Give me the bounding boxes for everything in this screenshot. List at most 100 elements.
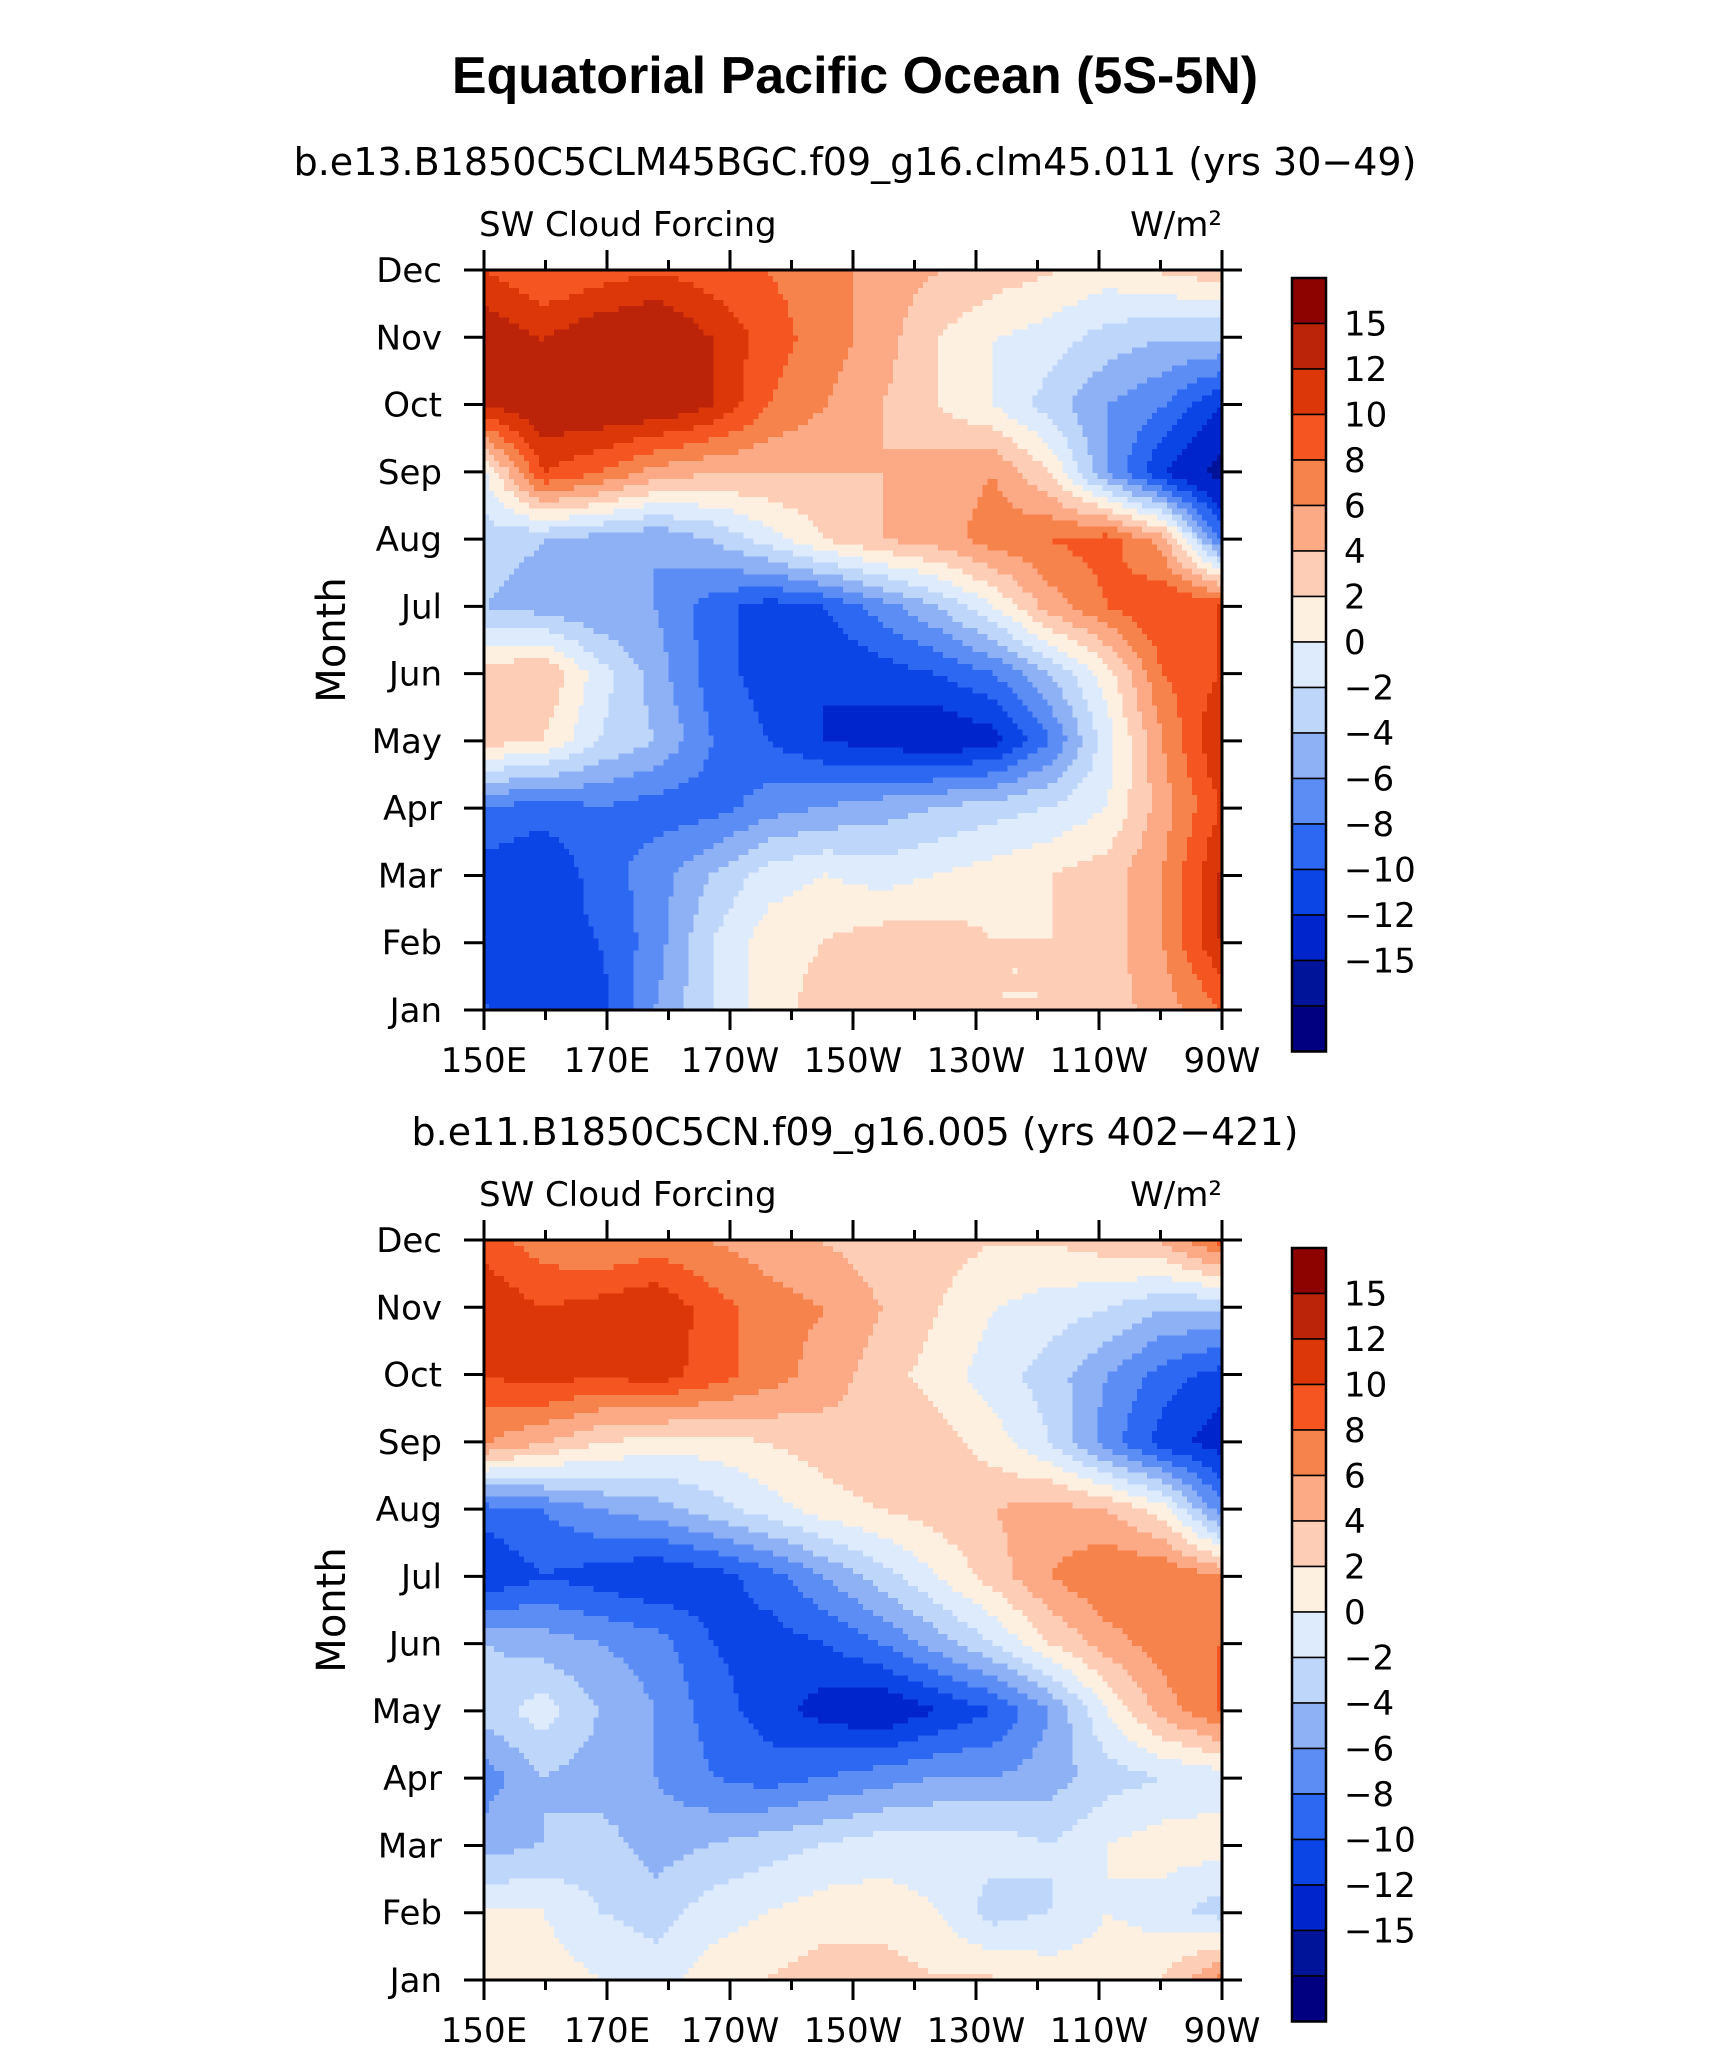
heatmap-cell bbox=[1027, 377, 1034, 384]
heatmap-cell bbox=[853, 299, 859, 307]
heatmap-cell bbox=[932, 431, 939, 438]
heatmap-cell bbox=[668, 401, 675, 408]
heatmap-cell bbox=[853, 401, 859, 408]
heatmap-cell bbox=[937, 353, 944, 361]
heatmap-cell bbox=[877, 466, 884, 474]
heatmap-cell bbox=[1012, 270, 1019, 277]
heatmap-cell bbox=[518, 437, 525, 444]
heatmap-cell bbox=[922, 383, 929, 390]
heatmap-cell bbox=[887, 305, 894, 313]
heatmap-cell bbox=[947, 329, 954, 337]
heatmap-cell bbox=[648, 353, 655, 361]
heatmap-cell bbox=[1037, 407, 1044, 414]
heatmap-cell bbox=[658, 311, 665, 319]
heatmap-cell bbox=[1107, 455, 1113, 462]
heatmap-cell bbox=[603, 347, 610, 355]
heatmap-cell bbox=[1012, 449, 1019, 456]
heatmap-cell bbox=[1212, 425, 1218, 432]
heatmap-cell bbox=[892, 275, 899, 283]
heatmap-cell bbox=[518, 347, 525, 355]
heatmap-cell bbox=[668, 365, 675, 373]
heatmap-cell bbox=[897, 401, 904, 408]
heatmap-cell bbox=[503, 407, 510, 414]
heatmap-cell bbox=[573, 383, 580, 390]
heatmap-cell bbox=[578, 323, 585, 331]
heatmap-cell bbox=[548, 371, 555, 379]
heatmap-cell bbox=[892, 383, 899, 390]
heatmap-cell bbox=[718, 281, 724, 289]
heatmap-cell bbox=[678, 407, 685, 414]
heatmap-cell bbox=[1062, 353, 1069, 361]
heatmap-cell bbox=[693, 281, 700, 289]
heatmap-cell bbox=[803, 311, 809, 319]
heatmap-cell bbox=[843, 323, 849, 331]
heatmap-cell bbox=[1067, 371, 1074, 379]
heatmap-cell bbox=[922, 407, 929, 414]
heatmap-cell bbox=[498, 466, 505, 474]
heatmap-cell bbox=[638, 293, 645, 301]
heatmap-cell bbox=[1087, 401, 1093, 408]
heatmap-cell bbox=[668, 395, 675, 402]
heatmap-cell bbox=[638, 389, 645, 396]
heatmap-cell bbox=[758, 347, 764, 355]
heatmap-cell bbox=[897, 305, 904, 313]
heatmap-cell bbox=[1102, 365, 1108, 373]
heatmap-cell bbox=[548, 359, 555, 367]
heatmap-cell bbox=[987, 389, 994, 396]
heatmap-cell bbox=[488, 305, 495, 313]
heatmap-cell bbox=[518, 365, 525, 373]
heatmap-cell bbox=[877, 299, 884, 307]
heatmap-cell bbox=[648, 437, 655, 444]
heatmap-cell bbox=[1067, 323, 1074, 331]
heatmap-cell bbox=[793, 419, 799, 426]
heatmap-cell bbox=[1022, 419, 1029, 426]
heatmap-cell bbox=[1012, 329, 1019, 337]
heatmap-cell bbox=[548, 401, 555, 408]
heatmap-cell bbox=[748, 353, 754, 361]
heatmap-cell bbox=[708, 401, 714, 408]
heatmap-cell bbox=[523, 275, 530, 283]
heatmap-cell bbox=[648, 395, 655, 402]
heatmap-cell bbox=[733, 455, 739, 462]
heatmap-cell bbox=[698, 407, 705, 414]
heatmap-cell bbox=[603, 425, 610, 432]
heatmap-cell bbox=[573, 305, 580, 313]
heatmap-cell bbox=[588, 395, 595, 402]
heatmap-cell bbox=[633, 365, 640, 373]
heatmap-cell bbox=[1212, 419, 1218, 426]
heatmap-cell bbox=[942, 425, 949, 432]
heatmap-cell bbox=[1212, 460, 1218, 468]
heatmap-cell bbox=[598, 460, 605, 468]
heatmap-cell bbox=[1167, 275, 1173, 283]
heatmap-cell bbox=[1152, 413, 1158, 420]
heatmap-cell bbox=[1077, 305, 1083, 313]
heatmap-cell bbox=[977, 287, 984, 295]
heatmap-cell bbox=[518, 466, 525, 474]
heatmap-cell bbox=[833, 389, 839, 396]
heatmap-cell bbox=[1177, 323, 1183, 331]
heatmap-cell bbox=[1142, 371, 1148, 379]
heatmap-cell bbox=[683, 383, 690, 390]
heatmap-cell bbox=[1042, 270, 1049, 277]
heatmap-cell bbox=[743, 353, 749, 361]
heatmap-cell bbox=[528, 359, 535, 367]
heatmap-cell bbox=[897, 371, 904, 379]
heatmap-cell bbox=[1072, 413, 1078, 420]
heatmap-cell bbox=[713, 466, 719, 474]
heatmap-cell bbox=[1197, 270, 1203, 277]
heatmap-cell bbox=[853, 270, 859, 277]
heatmap-cell bbox=[1167, 365, 1173, 373]
heatmap-cell bbox=[663, 413, 670, 420]
heatmap-cell bbox=[1127, 341, 1133, 349]
heatmap-cell bbox=[578, 395, 585, 402]
heatmap-cell bbox=[593, 359, 600, 367]
heatmap-cell bbox=[553, 460, 560, 468]
heatmap-cell bbox=[1167, 413, 1173, 420]
heatmap-cell bbox=[1062, 460, 1069, 468]
heatmap-cell bbox=[1017, 425, 1024, 432]
heatmap-cell bbox=[1152, 449, 1158, 456]
heatmap-cell bbox=[603, 383, 610, 390]
heatmap-cell bbox=[1022, 275, 1029, 283]
heatmap-cell bbox=[937, 305, 944, 313]
heatmap-cell bbox=[947, 317, 954, 325]
